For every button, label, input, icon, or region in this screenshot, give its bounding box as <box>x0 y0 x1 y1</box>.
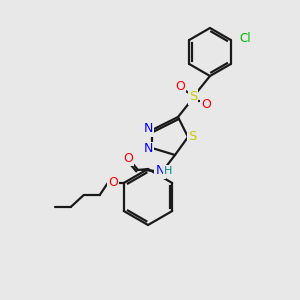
Text: O: O <box>123 152 133 164</box>
Text: S: S <box>188 130 196 143</box>
Text: N: N <box>143 122 153 136</box>
Text: O: O <box>201 98 211 112</box>
Text: H: H <box>164 166 172 176</box>
Text: N: N <box>155 164 165 178</box>
Text: N: N <box>143 142 153 155</box>
Text: O: O <box>175 80 185 92</box>
Text: Cl: Cl <box>240 32 251 46</box>
Text: S: S <box>189 91 197 103</box>
Text: O: O <box>108 176 118 190</box>
